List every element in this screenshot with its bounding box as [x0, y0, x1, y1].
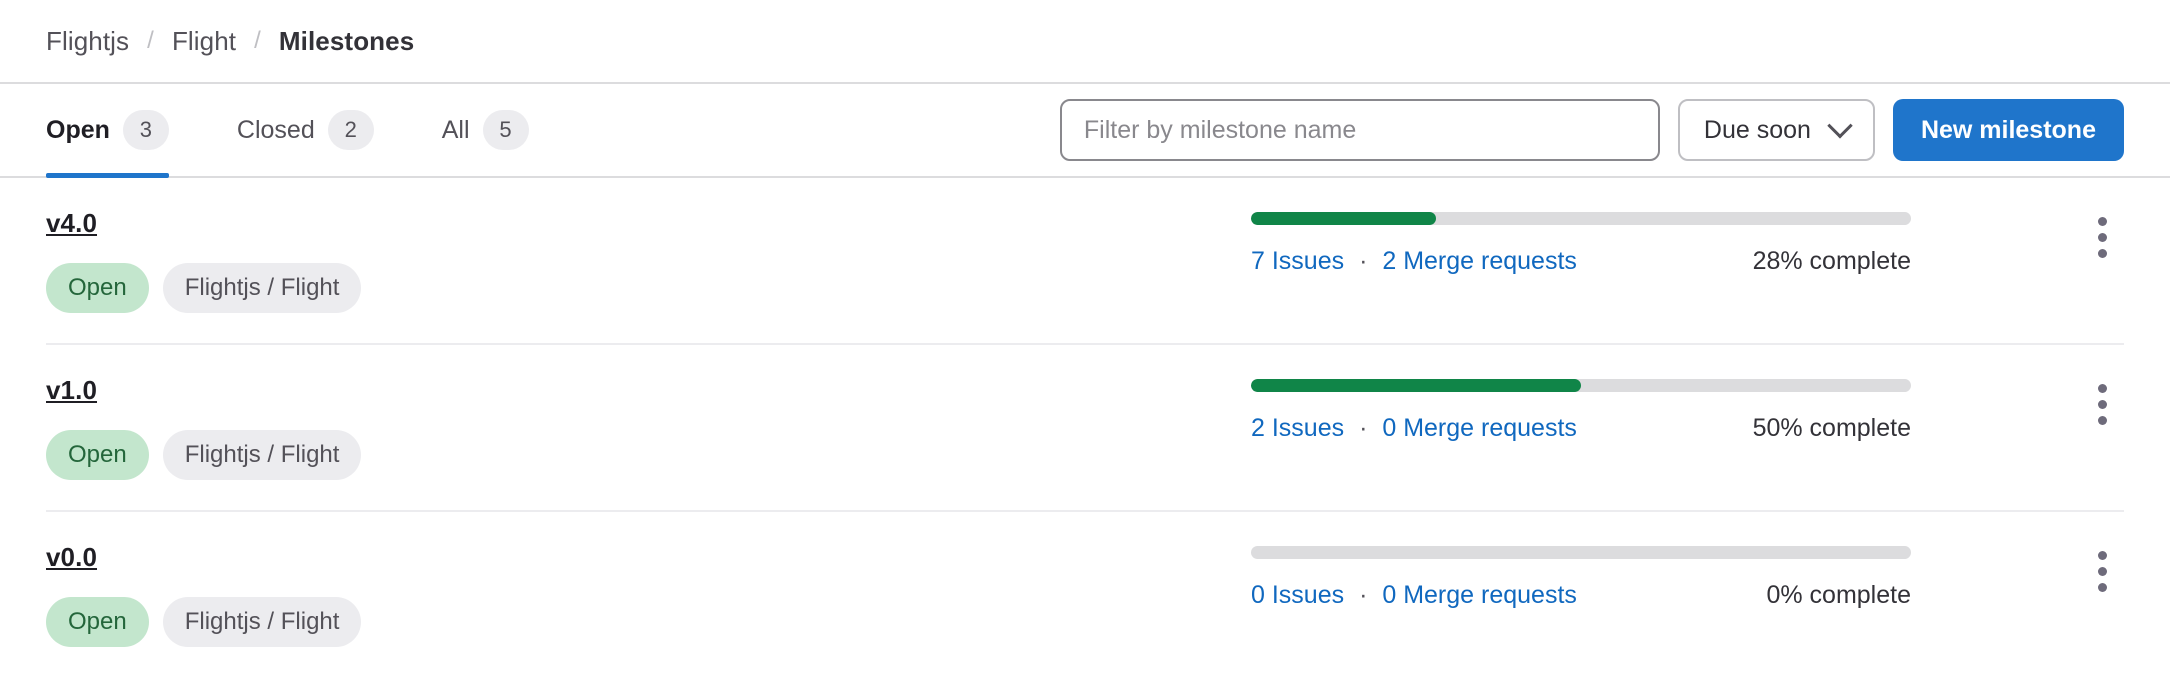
status-badge: Open: [46, 430, 149, 480]
percent-complete: 28% complete: [1752, 247, 1911, 275]
tab-all-label: All: [441, 115, 470, 144]
milestone-counts: 2 Issues · 0 Merge requests: [1251, 414, 1577, 443]
tab-open-count: 3: [122, 110, 169, 150]
stat-separator: ·: [1359, 581, 1368, 609]
status-badge: Open: [46, 597, 149, 647]
breadcrumb: Flightjs / Flight / Milestones: [46, 26, 414, 57]
scope-badge: Flightjs / Flight: [162, 597, 362, 647]
kebab-menu-icon[interactable]: [2080, 210, 2124, 264]
progress-bar: [1251, 546, 1911, 559]
milestone-actions: [2014, 371, 2124, 431]
tab-all-count: 5: [482, 110, 529, 150]
breadcrumb-separator: /: [147, 27, 154, 54]
issues-link[interactable]: 2 Issues: [1251, 414, 1345, 442]
new-milestone-button[interactable]: New milestone: [1892, 99, 2124, 161]
milestone-title[interactable]: v4.0: [46, 208, 98, 238]
milestone-progress-section: 0 Issues · 0 Merge requests 0% complete: [1251, 538, 2014, 610]
milestone-list: v4.0 Open Flightjs / Flight 7 Issues · 2…: [0, 178, 2170, 677]
milestone-badges: Open Flightjs / Flight: [46, 597, 1251, 647]
progress-bar: [1251, 212, 1911, 225]
stat-separator: ·: [1359, 414, 1368, 442]
milestone-progress-section: 2 Issues · 0 Merge requests 50% complete: [1251, 371, 2014, 443]
milestone-row: v1.0 Open Flightjs / Flight 2 Issues · 0…: [46, 345, 2124, 512]
milestone-title[interactable]: v0.0: [46, 542, 98, 572]
state-tabs: Open 3 Closed 2 All 5: [46, 84, 575, 178]
issues-link[interactable]: 0 Issues: [1251, 581, 1345, 609]
chevron-down-icon: [1827, 113, 1853, 139]
milestones-toolbar: Open 3 Closed 2 All 5 Due soon New miles…: [0, 84, 2170, 178]
milestone-badges: Open Flightjs / Flight: [46, 430, 1251, 480]
kebab-menu-icon[interactable]: [2080, 377, 2124, 431]
percent-complete: 50% complete: [1752, 414, 1911, 442]
stat-separator: ·: [1359, 247, 1368, 275]
milestone-actions: [2014, 538, 2124, 598]
tab-all[interactable]: All 5: [420, 84, 551, 176]
milestone-info: v1.0 Open Flightjs / Flight: [46, 371, 1251, 480]
breadcrumb-item-group[interactable]: Flightjs: [46, 25, 130, 56]
milestone-info: v4.0 Open Flightjs / Flight: [46, 204, 1251, 313]
milestone-stats: 7 Issues · 2 Merge requests 28% complete: [1251, 247, 1911, 276]
milestone-info: v0.0 Open Flightjs / Flight: [46, 538, 1251, 647]
milestone-progress-section: 7 Issues · 2 Merge requests 28% complete: [1251, 204, 2014, 276]
kebab-menu-icon[interactable]: [2080, 544, 2124, 598]
percent-complete: 0% complete: [1766, 581, 1911, 609]
milestone-stats: 2 Issues · 0 Merge requests 50% complete: [1251, 414, 1911, 443]
status-badge: Open: [46, 263, 149, 313]
progress-bar: [1251, 379, 1911, 392]
breadcrumb-bar: Flightjs / Flight / Milestones: [0, 0, 2170, 84]
milestone-actions: [2014, 204, 2124, 264]
breadcrumb-item-current: Milestones: [278, 25, 415, 56]
merge-requests-link[interactable]: 0 Merge requests: [1382, 581, 1577, 609]
milestone-row: v0.0 Open Flightjs / Flight 0 Issues · 0…: [46, 512, 2124, 677]
merge-requests-link[interactable]: 0 Merge requests: [1382, 414, 1577, 442]
tab-closed-count: 2: [327, 110, 374, 150]
milestone-counts: 0 Issues · 0 Merge requests: [1251, 581, 1577, 610]
scope-badge: Flightjs / Flight: [162, 430, 362, 480]
tab-closed[interactable]: Closed 2: [215, 84, 396, 176]
merge-requests-link[interactable]: 2 Merge requests: [1382, 247, 1577, 275]
issues-link[interactable]: 7 Issues: [1251, 247, 1345, 275]
toolbar-actions: Due soon New milestone: [1059, 99, 2124, 161]
tab-open[interactable]: Open 3: [46, 84, 191, 178]
sort-dropdown[interactable]: Due soon: [1677, 99, 1875, 161]
milestone-badges: Open Flightjs / Flight: [46, 263, 1251, 313]
tab-open-label: Open: [46, 115, 110, 144]
breadcrumb-separator: /: [254, 27, 261, 54]
search-input[interactable]: [1059, 99, 1660, 161]
progress-bar-fill: [1251, 379, 1581, 392]
milestone-title[interactable]: v1.0: [46, 375, 98, 405]
progress-bar-fill: [1251, 212, 1436, 225]
milestone-row: v4.0 Open Flightjs / Flight 7 Issues · 2…: [46, 178, 2124, 345]
milestone-stats: 0 Issues · 0 Merge requests 0% complete: [1251, 581, 1911, 610]
breadcrumb-item-project[interactable]: Flight: [171, 25, 237, 56]
tab-closed-label: Closed: [236, 115, 315, 144]
milestone-counts: 7 Issues · 2 Merge requests: [1251, 247, 1577, 276]
sort-dropdown-label: Due soon: [1703, 115, 1811, 144]
scope-badge: Flightjs / Flight: [162, 263, 362, 313]
